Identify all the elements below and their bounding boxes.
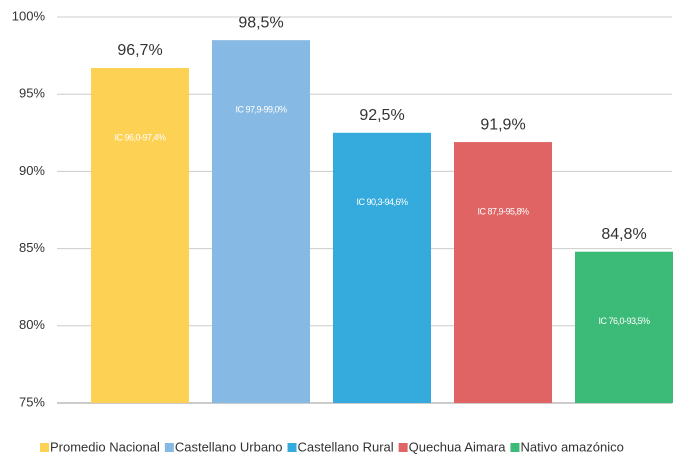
bar <box>212 40 310 403</box>
bar <box>454 142 552 403</box>
bar <box>91 67 189 404</box>
value-label: 84,8% <box>601 226 646 243</box>
y-tick-label: 90% <box>19 163 45 178</box>
y-tick-label: 80% <box>19 317 45 332</box>
ci-label: IC 90,3-94,6% <box>356 197 408 207</box>
legend-label: Castellano Urbano <box>175 439 283 454</box>
legend-swatch <box>40 443 49 452</box>
value-label: 91,9% <box>480 116 525 133</box>
ci-label: IC 96,0-97,4% <box>114 132 166 142</box>
legend-label: Castellano Rural <box>298 439 394 454</box>
value-label: 92,5% <box>359 107 404 124</box>
bar <box>575 251 673 403</box>
y-tick-label: 95% <box>19 86 45 101</box>
legend-label: Nativo amazónico <box>520 439 623 454</box>
ci-label: IC 97,9-99,0% <box>235 105 287 115</box>
value-label: 98,5% <box>238 14 283 31</box>
ci-label: IC 87,9-95,8% <box>477 206 529 216</box>
y-tick-label: 85% <box>19 240 45 255</box>
legend-swatch <box>287 443 297 452</box>
y-tick-label: 100% <box>12 8 46 23</box>
ci-label: IC 76,0-93,5% <box>598 316 650 326</box>
bar <box>333 132 431 404</box>
value-label: 96,7% <box>117 42 162 59</box>
legend-label: Quechua Aimara <box>409 439 507 454</box>
y-tick-label: 75% <box>19 394 45 409</box>
legend-swatch <box>510 443 520 452</box>
legend-label: Promedio Nacional <box>50 439 160 454</box>
legend-swatch <box>164 443 174 452</box>
legend-swatch <box>398 443 408 452</box>
